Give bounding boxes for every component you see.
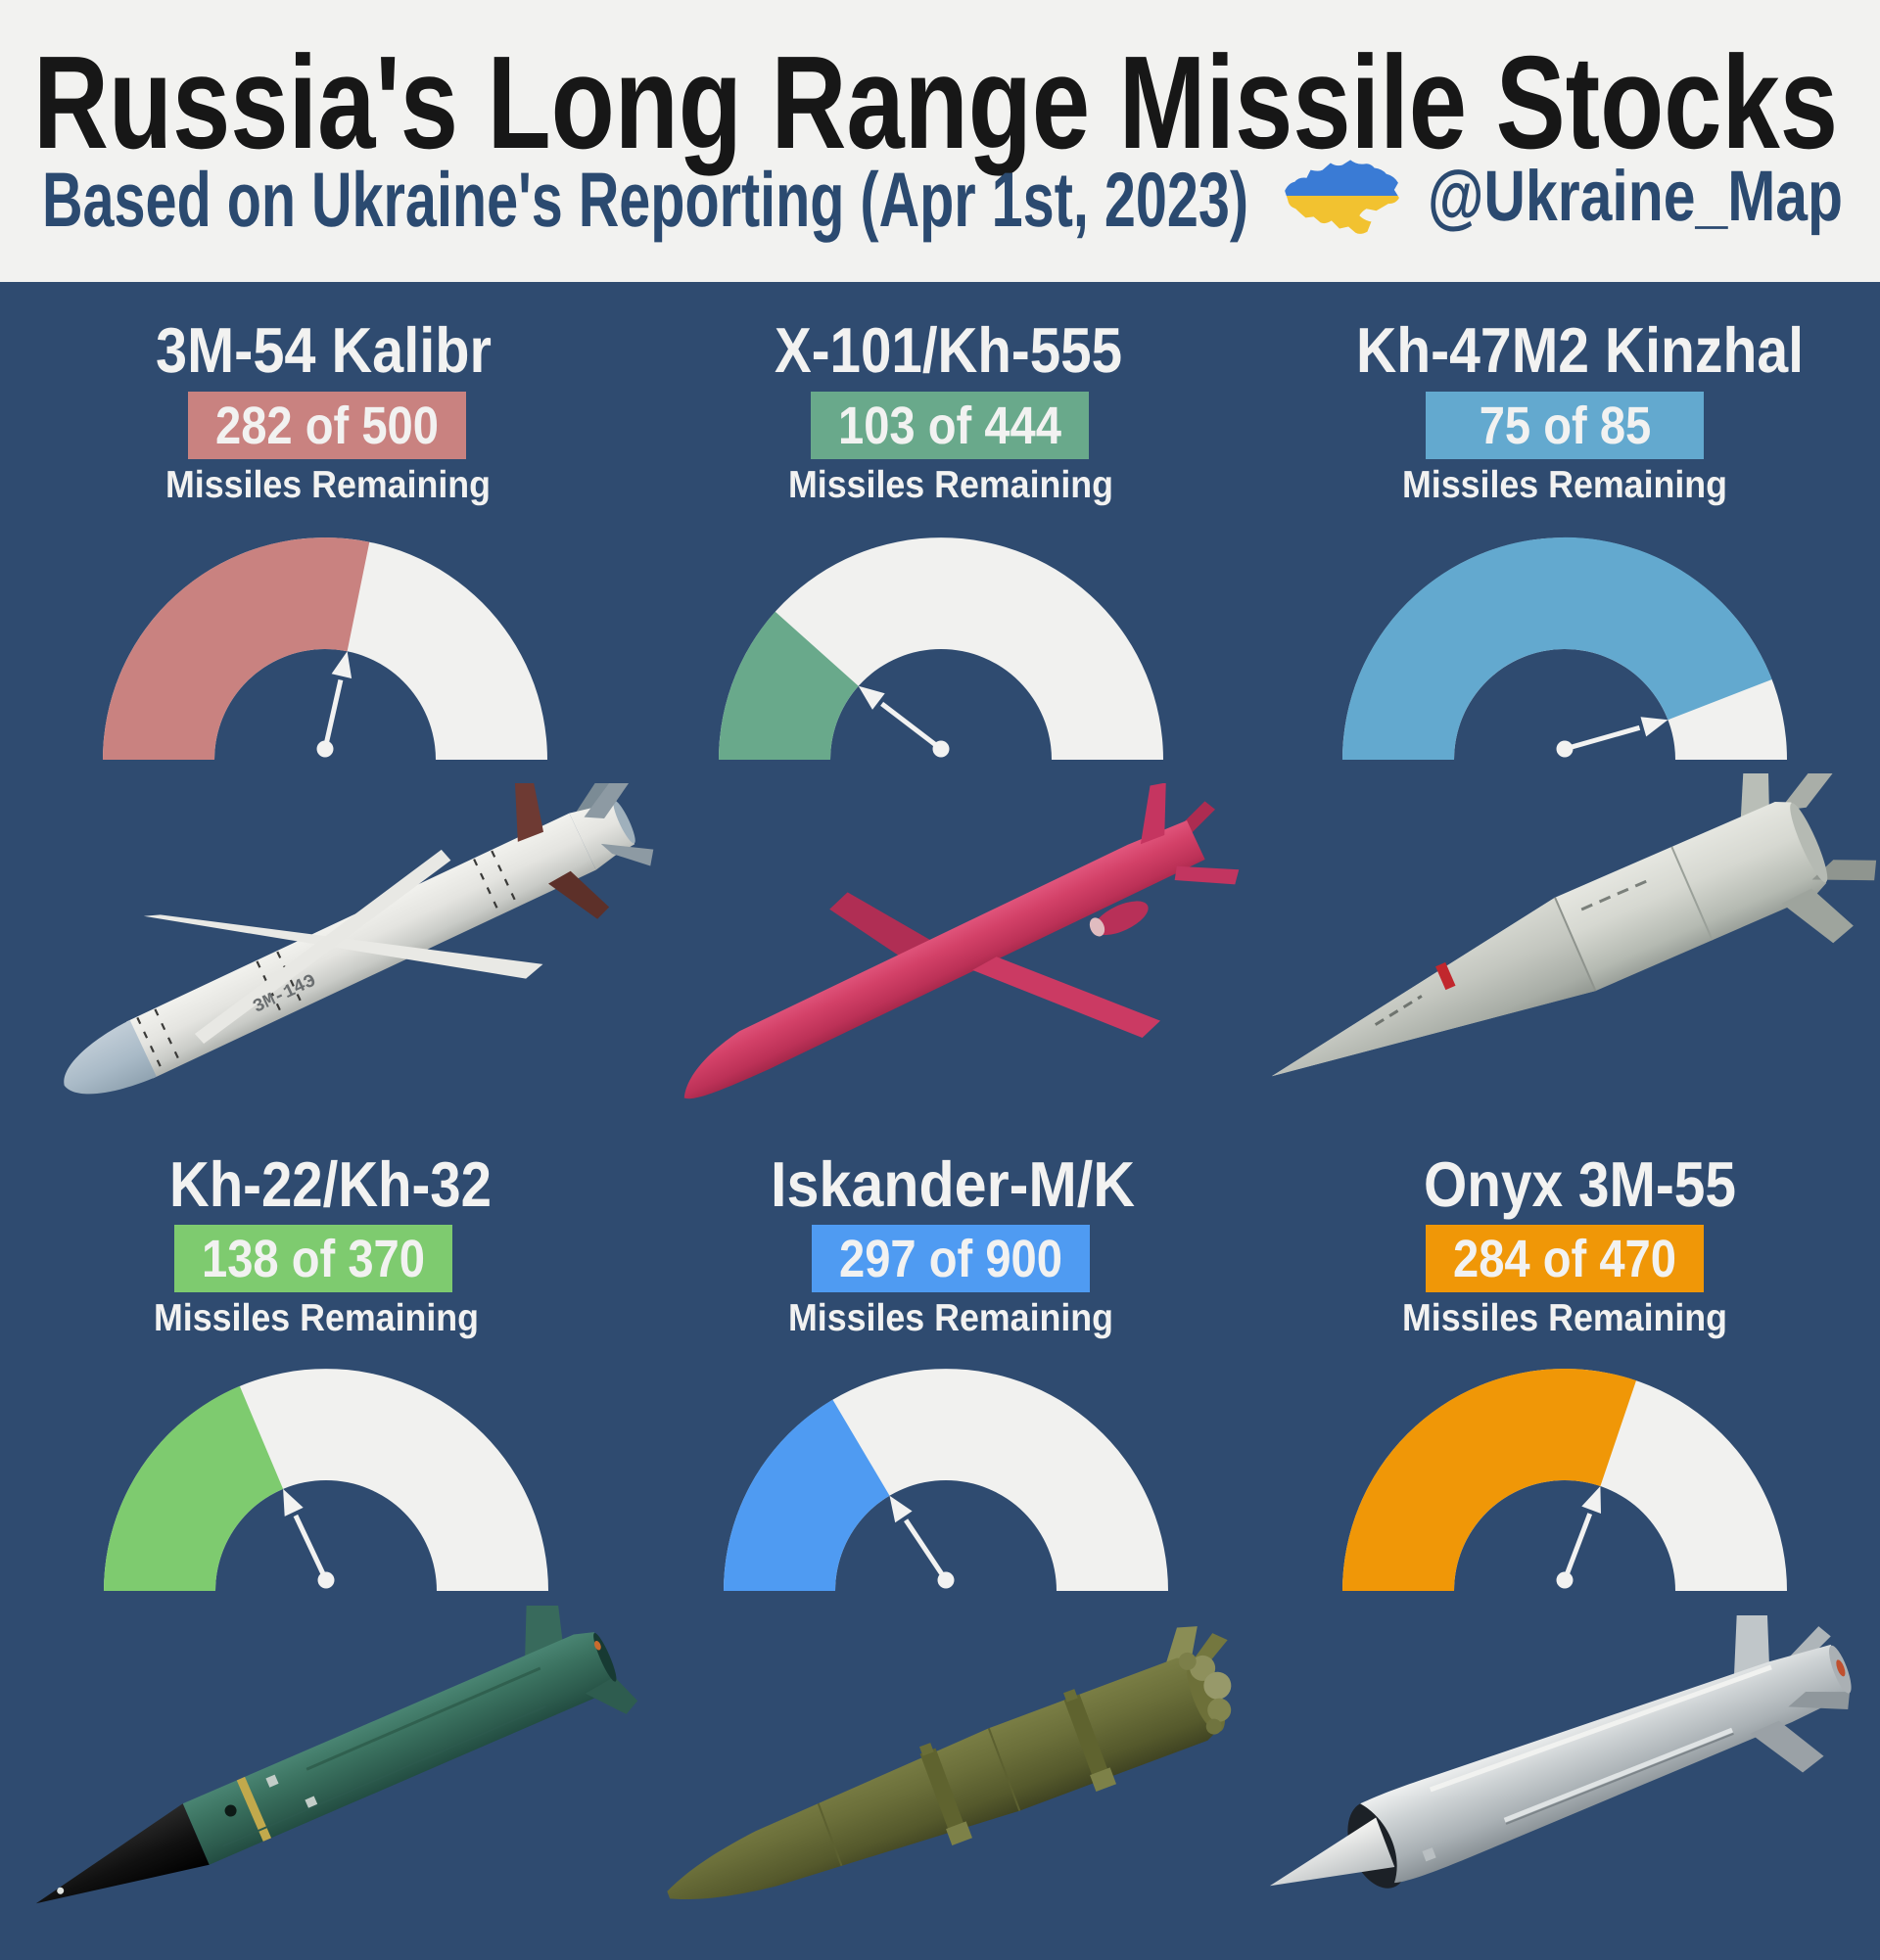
svg-text:Missiles Remaining: Missiles Remaining [1402,464,1727,506]
svg-text:Missiles Remaining: Missiles Remaining [788,1297,1113,1339]
svg-text:103 of 444: 103 of 444 [838,397,1061,455]
svg-text:Missiles Remaining: Missiles Remaining [1402,1297,1727,1339]
svg-text:284 of 470: 284 of 470 [1453,1230,1676,1288]
svg-text:X-101/Kh-555: X-101/Kh-555 [775,314,1122,386]
svg-text:Based on Ukraine's Reporting (: Based on Ukraine's Reporting (Apr 1st, 2… [42,156,1248,243]
svg-text:Kh-47M2 Kinzhal: Kh-47M2 Kinzhal [1356,314,1804,386]
svg-text:Iskander-M/K: Iskander-M/K [771,1148,1135,1220]
svg-text:3M-54 Kalibr: 3M-54 Kalibr [156,314,492,386]
svg-text:Kh-22/Kh-32: Kh-22/Kh-32 [169,1148,492,1220]
svg-text:Missiles Remaining: Missiles Remaining [165,464,491,506]
svg-text:297 of 900: 297 of 900 [839,1230,1062,1288]
svg-text:282 of 500: 282 of 500 [215,397,439,455]
svg-text:Missiles Remaining: Missiles Remaining [788,464,1113,506]
svg-text:Russia's Long Range Missile St: Russia's Long Range Missile Stocks [33,28,1838,176]
svg-text:Onyx 3M-55: Onyx 3M-55 [1424,1148,1736,1220]
svg-text:Missiles Remaining: Missiles Remaining [154,1297,479,1339]
svg-text:75 of 85: 75 of 85 [1479,397,1651,455]
svg-text:138 of 370: 138 of 370 [202,1230,425,1288]
svg-text:@Ukraine_Map: @Ukraine_Map [1428,157,1843,236]
